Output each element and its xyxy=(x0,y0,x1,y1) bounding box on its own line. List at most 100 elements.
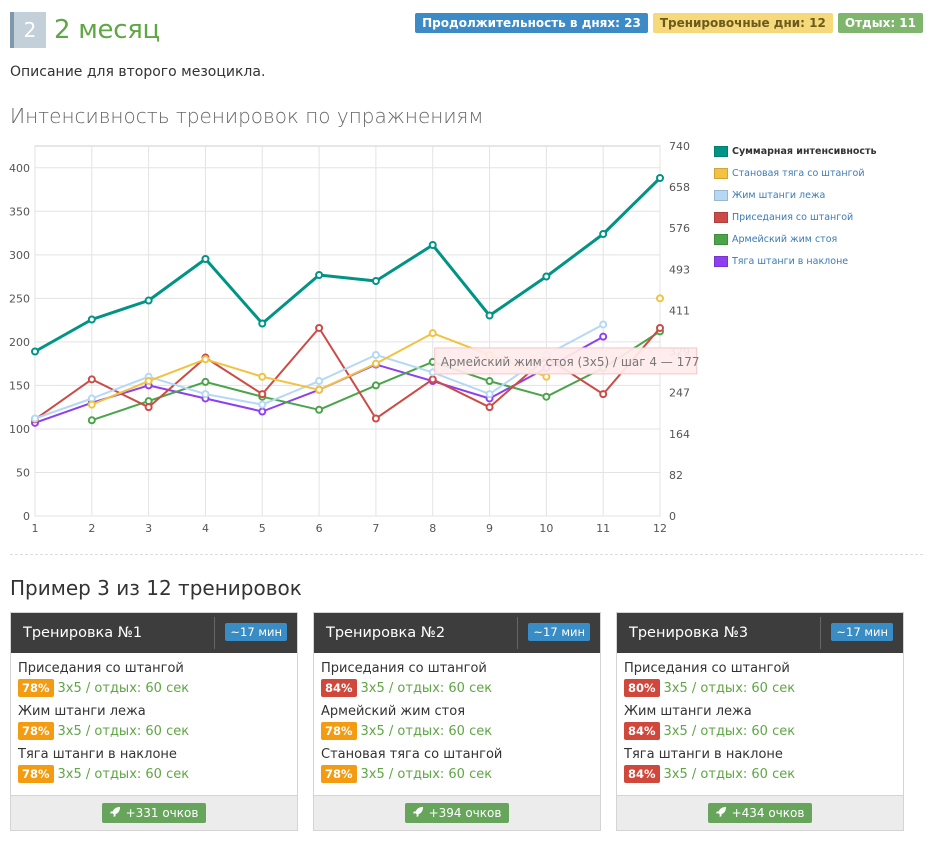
series-point xyxy=(258,407,267,416)
legend-item[interactable]: Армейский жим стоя xyxy=(714,228,877,250)
x-tick-label: 3 xyxy=(145,522,152,535)
series-point xyxy=(371,359,380,368)
intensity-badge: 84% xyxy=(624,765,660,783)
series-point xyxy=(371,381,380,390)
exercise-name: Жим штанги лежа xyxy=(624,704,752,719)
right-tick-label: 658 xyxy=(669,181,690,194)
workout-card-footer: +394 очков xyxy=(314,795,600,830)
series-point xyxy=(201,390,210,399)
exercise-info: 84% 3x5 / отдых: 60 сек xyxy=(624,764,896,784)
series-point xyxy=(201,377,210,386)
legend-swatch xyxy=(714,145,728,157)
legend-item[interactable]: Приседания со штангой xyxy=(714,206,877,228)
points-badge: +434 очков xyxy=(707,803,813,823)
series-point xyxy=(258,400,267,409)
chart-tooltip xyxy=(434,347,698,375)
exercise-name: Жим штанги лежа xyxy=(18,704,146,719)
exercise-name: Становая тяга со штангой xyxy=(321,747,503,762)
workout-duration-badge: ~17 мин xyxy=(225,623,287,641)
exercise-item: Тяга штанги в наклоне 78% 3x5 / отдых: 60 … xyxy=(18,745,290,784)
x-tick-label: 2 xyxy=(88,522,95,535)
exercise-item: Приседания со штангой 84% 3x5 / отдых: 60 … xyxy=(321,659,593,698)
chart-title: Интенсивность тренировок по упражнениям xyxy=(10,104,484,128)
exercise-detail: 3x5 / отдых: 60 сек xyxy=(360,766,493,782)
legend-swatch xyxy=(714,255,728,267)
sample-title: Пример 3 из 12 тренировок xyxy=(10,576,302,600)
legend-swatch xyxy=(714,167,728,179)
series-point xyxy=(485,311,494,320)
header-separator xyxy=(517,617,518,649)
series-point xyxy=(542,272,551,281)
x-tick-label: 11 xyxy=(596,522,610,535)
series-point xyxy=(144,296,153,305)
series-point xyxy=(201,255,210,263)
right-tick-label: 0 xyxy=(669,510,676,523)
legend-item[interactable]: Суммарная интенсивность xyxy=(714,140,877,162)
workout-card: Тренировка №1 ~17 мин Приседания со штанго… xyxy=(10,612,298,831)
series-point xyxy=(144,377,153,386)
page-header: 2 2 месяц xyxy=(10,12,160,48)
points-badge: +331 очков xyxy=(101,803,207,823)
legend-swatch xyxy=(714,189,728,201)
series-point xyxy=(87,400,96,409)
left-tick-label: 350 xyxy=(9,205,30,218)
exercise-detail: 3x5 / отдых: 60 сек xyxy=(57,766,190,782)
rocket-icon xyxy=(412,806,424,820)
series-point xyxy=(599,332,608,341)
series-point xyxy=(485,377,494,386)
workout-duration-badge: ~17 мин xyxy=(831,623,893,641)
x-tick-label: 12 xyxy=(653,522,667,535)
series-point xyxy=(87,416,96,425)
workout-card-header: Тренировка №1 ~17 мин xyxy=(11,613,297,653)
exercise-info: 78% 3x5 / отдых: 60 сек xyxy=(18,764,290,784)
exercise-name: Армейский жим стоя xyxy=(321,704,466,719)
series-point xyxy=(201,355,210,364)
legend-item[interactable]: Становая тяга со штангой xyxy=(714,162,877,184)
right-tick-label: 576 xyxy=(669,222,690,235)
workout-card-body: Приседания со штангой 84% 3x5 / отдых: 60 … xyxy=(314,653,600,784)
workout-card-body: Приседания со штангой 78% 3x5 / отдых: 60 … xyxy=(11,653,297,784)
left-tick-label: 0 xyxy=(23,510,30,523)
points-text: +331 очков xyxy=(125,806,199,820)
exercise-info: 78% 3x5 / отдых: 60 сек xyxy=(18,721,290,741)
legend-item[interactable]: Жим штанги лежа xyxy=(714,184,877,206)
exercise-item: Армейский жим стоя 78% 3x5 / отдых: 60 сек xyxy=(321,702,593,741)
right-tick-label: 247 xyxy=(669,387,690,400)
intensity-badge: 84% xyxy=(624,722,660,740)
series-point xyxy=(315,405,324,414)
workout-duration-badge: ~17 мин xyxy=(528,623,590,641)
intensity-badge: 80% xyxy=(624,679,660,697)
workout-cards: Тренировка №1 ~17 мин Приседания со штанго… xyxy=(10,612,904,831)
chart-tooltip-text: Армейский жим стоя (3x5) / шаг 4 — 177 xyxy=(441,355,700,369)
legend-item[interactable]: Тяга штанги в наклоне xyxy=(714,250,877,272)
legend-label: Приседания со штангой xyxy=(732,211,854,223)
x-tick-label: 10 xyxy=(539,522,553,535)
exercise-detail: 3x5 / отдых: 60 сек xyxy=(360,723,493,739)
series-point xyxy=(258,372,267,381)
points-badge: +394 очков xyxy=(404,803,510,823)
exercise-item: Жим штанги лежа 84% 3x5 / отдых: 60 сек xyxy=(624,702,896,741)
rest-days-label: Отдых: 11 xyxy=(837,13,923,33)
plot-area xyxy=(34,145,661,517)
x-tick-label: 8 xyxy=(429,522,436,535)
series-point xyxy=(315,385,324,394)
series-point xyxy=(315,377,324,386)
x-tick-label: 5 xyxy=(259,522,266,535)
series-point xyxy=(315,323,324,332)
legend-swatch xyxy=(714,233,728,245)
exercise-detail: 3x5 / отдых: 60 сек xyxy=(663,723,796,739)
x-tick-label: 6 xyxy=(316,522,323,535)
exercise-info: 80% 3x5 / отдых: 60 сек xyxy=(624,678,896,698)
rocket-icon xyxy=(715,806,727,820)
exercise-name: Приседания со штангой xyxy=(321,661,487,676)
left-tick-label: 100 xyxy=(9,423,30,436)
section-divider xyxy=(10,554,923,555)
exercise-info: 78% 3x5 / отдых: 60 сек xyxy=(18,678,290,698)
duration-label: Продолжительность в днях: 23 xyxy=(415,13,648,33)
intensity-badge: 78% xyxy=(18,722,54,740)
series-point xyxy=(428,329,437,338)
workout-title: Тренировка №2 xyxy=(326,625,446,641)
left-tick-label: 200 xyxy=(9,336,30,349)
right-tick-label: 740 xyxy=(669,140,690,153)
